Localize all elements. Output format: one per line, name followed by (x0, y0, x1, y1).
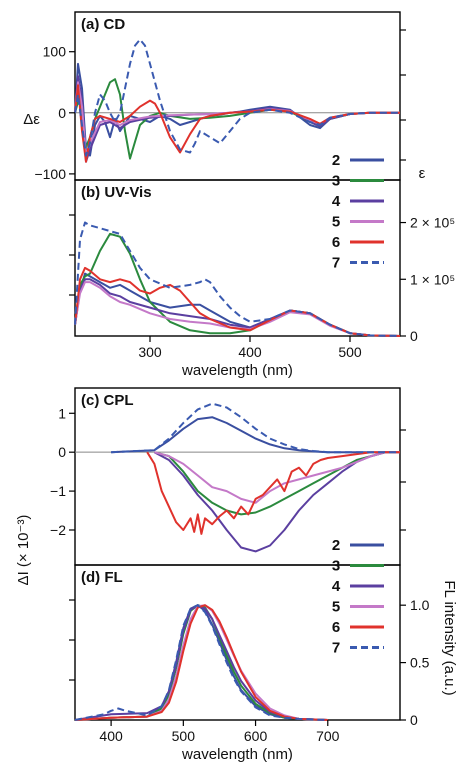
legend-label-b-4: 4 (332, 193, 341, 210)
ytick-label-c-1: 0 (58, 444, 66, 460)
panel-title-c: (c) CPL (81, 392, 134, 409)
yaxis-title-d: FL intensity (a.u.) (441, 580, 458, 695)
series-line-d-6 (74, 604, 328, 721)
xaxis-title-b: wavelength (nm) (181, 362, 293, 379)
xtick-label-d-1: 500 (172, 728, 196, 744)
panel-title-d: (d) FL (81, 569, 123, 586)
panel-title-b: (b) UV-Vis (81, 184, 152, 201)
series-line-b-7 (74, 221, 401, 337)
ytick-label-a-1: 0 (58, 105, 66, 121)
xtick-label-d-3: 700 (316, 728, 340, 744)
legend-label-d-3: 3 (332, 558, 340, 575)
series-line-a-2 (74, 62, 400, 157)
legends: 2 3 4 5 6 7 2 3 4 5 6 7 (332, 152, 384, 657)
ytick-label-a-0: 100 (43, 44, 67, 60)
series-line-c-2 (111, 416, 400, 454)
ytick-label-d-0: 0 (410, 712, 418, 728)
legend-label-d-2: 2 (332, 537, 340, 554)
ytick-label-a-2: −100 (34, 166, 66, 182)
yaxis-title-b: ε (419, 165, 426, 182)
ytick-label-b-1: 1 × 10⁵ (410, 271, 455, 287)
series-line-d-5 (74, 604, 328, 721)
legend-label-b-6: 6 (332, 234, 340, 251)
series-line-d-3 (74, 604, 328, 721)
xaxis-title-d: wavelength (nm) (181, 746, 293, 763)
xtick-label-b-0: 300 (138, 344, 162, 360)
series-line-c-5 (154, 451, 400, 504)
xtick-label-d-0: 400 (99, 728, 123, 744)
ytick-label-c-2: −1 (50, 483, 66, 499)
panel-title-a: (a) CD (81, 16, 125, 33)
series-line-d-4 (74, 604, 328, 721)
legend-label-d-7: 7 (332, 640, 340, 657)
ytick-label-b-0: 0 (410, 328, 418, 344)
ytick-label-d-1: 0.5 (410, 655, 430, 671)
series-line-c-6 (146, 451, 400, 535)
tick-marks (69, 29, 406, 726)
xtick-label-b-2: 500 (338, 344, 362, 360)
series-lines (74, 38, 401, 721)
series-line-a-7 (74, 38, 400, 157)
legend-label-b-2: 2 (332, 152, 340, 169)
xtick-label-b-1: 400 (238, 344, 262, 360)
ytick-label-c-0: 1 (58, 405, 66, 421)
series-line-b-3 (74, 232, 401, 337)
legend-label-d-6: 6 (332, 619, 340, 636)
legend-label-d-4: 4 (332, 578, 341, 595)
axes-frame-b (74, 179, 401, 337)
yaxis-title-c: ΔI (× 10⁻³) (15, 515, 32, 586)
axes-frame-d (74, 564, 401, 721)
legend-label-d-5: 5 (332, 599, 340, 616)
ytick-label-c-3: −2 (50, 522, 66, 538)
ytick-label-b-2: 2 × 10⁵ (410, 215, 455, 231)
ytick-label-d-2: 1.0 (410, 597, 430, 613)
legend-label-b-5: 5 (332, 214, 340, 231)
axes-frames (74, 11, 401, 721)
yaxis-title-a: Δε (23, 111, 40, 128)
series-line-c-3 (154, 451, 400, 516)
series-line-d-2 (74, 604, 328, 721)
series-line-c-7 (111, 402, 400, 454)
legend-label-b-3: 3 (332, 173, 340, 190)
legend-label-b-7: 7 (332, 255, 340, 272)
series-line-d-7 (74, 604, 328, 721)
xtick-label-d-2: 600 (244, 728, 268, 744)
